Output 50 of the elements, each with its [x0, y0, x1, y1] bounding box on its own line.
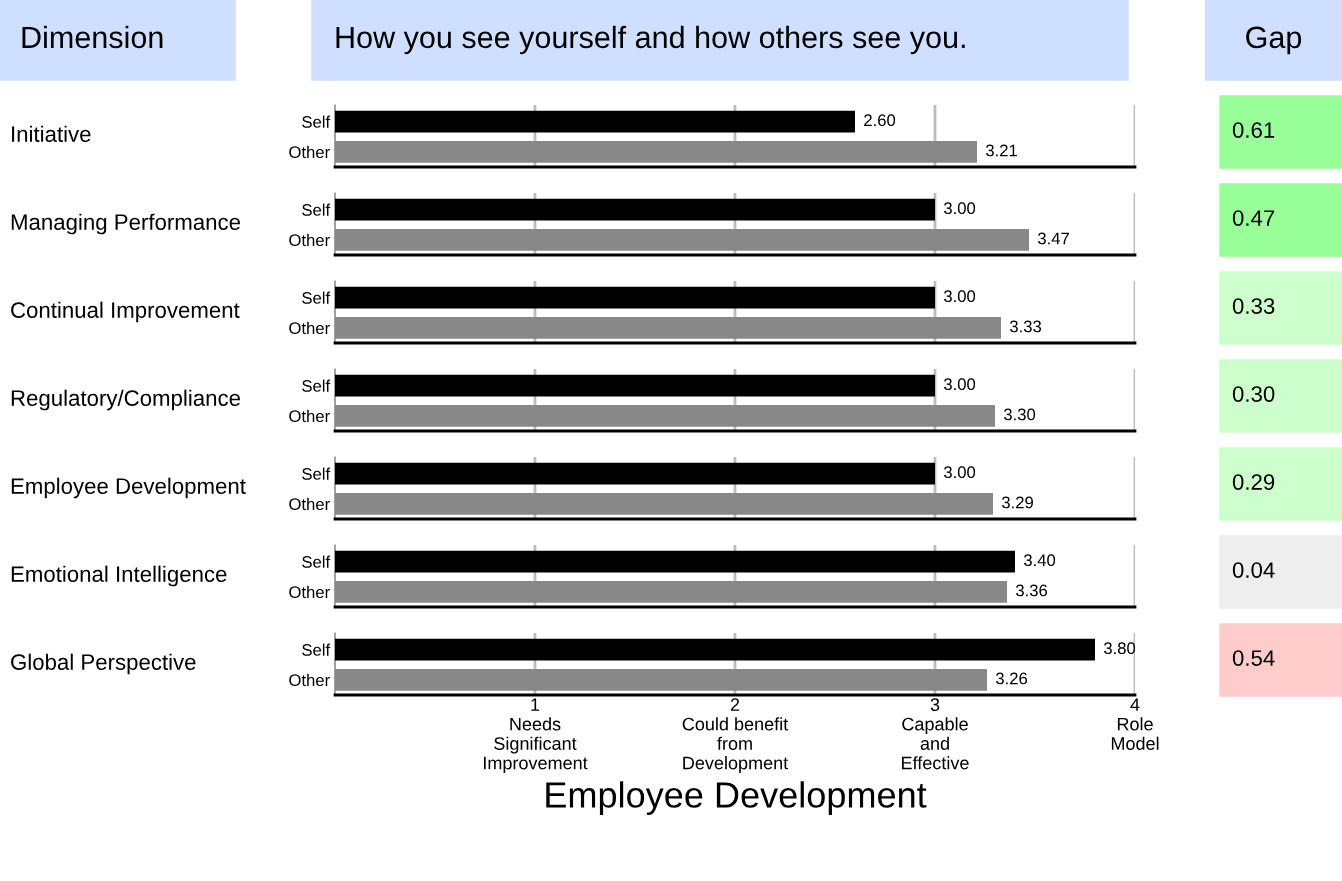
- data-label: 3.00: [943, 466, 976, 479]
- x-tick-label: 1 Needs Significant Improvement: [483, 698, 588, 773]
- data-label: 3.36: [1015, 584, 1048, 597]
- x-tick-label: 4 Role Model: [1111, 698, 1159, 750]
- text: 0.30: [1232, 386, 1275, 402]
- text: 0.47: [1232, 210, 1275, 226]
- y-axis-title: Managing Performance: [11, 213, 240, 235]
- y-tick-label: Self: [302, 467, 331, 480]
- y-tick-label: Self: [302, 379, 331, 392]
- y-axis-title: Initiative: [12, 125, 91, 142]
- y-tick-label: Other: [289, 497, 330, 511]
- y-axis-title: Global Perspective: [11, 653, 196, 675]
- data-label: 3.30: [1003, 408, 1036, 421]
- y-axis-title: Regulatory/Compliance: [11, 389, 240, 411]
- y-axis-title: Emotional Intelligence: [11, 565, 227, 587]
- data-label: 3.80: [1103, 642, 1136, 655]
- y-tick-label: Other: [289, 585, 330, 599]
- y-tick-label: Other: [289, 321, 330, 335]
- y-tick-label: Other: [289, 145, 330, 159]
- text: 0.33: [1232, 298, 1275, 314]
- text: 0.04: [1232, 562, 1275, 578]
- data-label: 3.00: [943, 378, 976, 391]
- y-tick-label: Other: [289, 233, 330, 247]
- y-tick-label: Self: [302, 203, 331, 216]
- x-tick-label: 2 Could benefit from Development: [682, 698, 789, 773]
- y-tick-label: Other: [289, 409, 330, 423]
- y-axis-title: Continual Improvement: [11, 301, 240, 323]
- y-tick-label: Other: [289, 673, 330, 687]
- data-label: 3.33: [1009, 320, 1042, 333]
- text: 0.29: [1232, 474, 1275, 490]
- x-axis-title: Employee Development: [546, 781, 927, 815]
- text: How you see yourself and how others see you.: [336, 25, 965, 55]
- data-label: 3.26: [995, 672, 1028, 685]
- y-tick-label: Self: [302, 643, 331, 656]
- x-tick-label: 3 Capable and Effective: [902, 698, 969, 770]
- y-axis-title: Employee Development: [11, 477, 246, 499]
- text: 0.61: [1232, 122, 1275, 138]
- text: Dimension: [22, 25, 163, 49]
- y-tick-label: Self: [302, 115, 331, 128]
- data-label: 3.21: [985, 144, 1017, 157]
- y-tick-label: Self: [302, 291, 331, 304]
- data-label: 3.47: [1037, 232, 1069, 245]
- y-tick-label: Self: [302, 555, 331, 568]
- data-label: 3.29: [1001, 496, 1033, 509]
- data-label: 3.00: [943, 290, 976, 303]
- text: 0.54: [1232, 650, 1275, 666]
- data-label: 2.60: [864, 114, 896, 127]
- data-label: 3.00: [943, 202, 976, 215]
- data-label: 3.40: [1023, 554, 1056, 567]
- text: Gap: [1246, 26, 1302, 55]
